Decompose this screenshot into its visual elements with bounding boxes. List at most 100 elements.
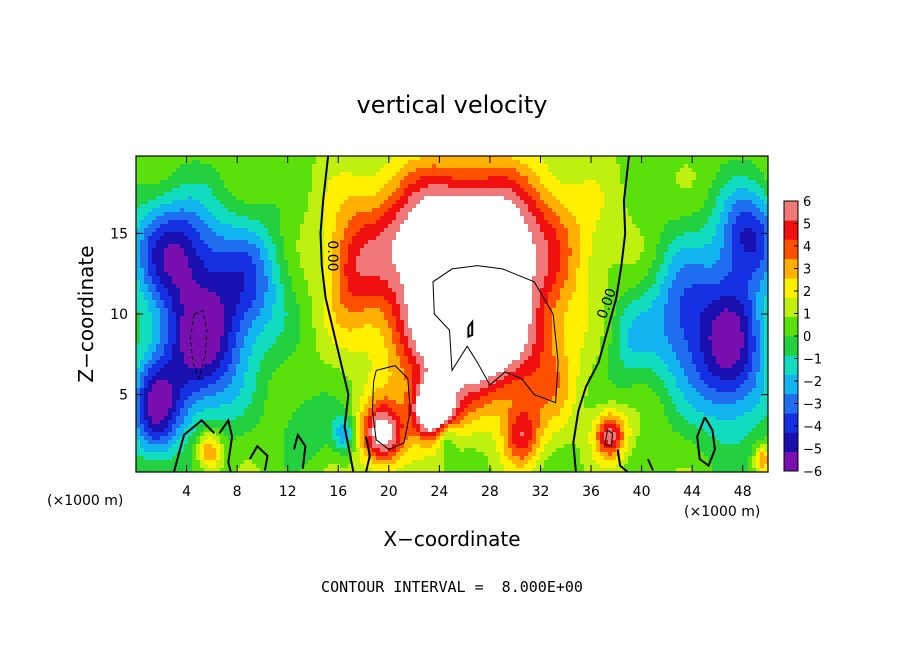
heatmap-cell xyxy=(176,168,181,173)
heatmap-cell xyxy=(352,176,357,181)
heatmap-cell xyxy=(648,156,653,161)
heatmap-cell xyxy=(764,224,768,229)
heatmap-cell xyxy=(192,184,197,189)
heatmap-cell xyxy=(488,256,493,261)
heatmap-cell xyxy=(480,192,485,197)
heatmap-cell xyxy=(392,272,397,277)
heatmap-cell xyxy=(600,220,605,225)
heatmap-cell xyxy=(416,248,421,253)
heatmap-cell xyxy=(184,192,189,197)
heatmap-cell xyxy=(476,228,481,233)
heatmap-cell xyxy=(196,176,201,181)
heatmap-cell xyxy=(172,252,177,257)
heatmap-cell xyxy=(208,220,213,225)
heatmap-cell xyxy=(320,224,325,229)
heatmap-cell xyxy=(500,164,505,169)
heatmap-cell xyxy=(540,176,545,181)
heatmap-cell xyxy=(588,180,593,185)
heatmap-cell xyxy=(352,232,357,237)
heatmap-cell xyxy=(676,276,681,281)
heatmap-cell xyxy=(404,220,409,225)
heatmap-cell xyxy=(260,244,265,249)
heatmap-cell xyxy=(660,192,665,197)
heatmap-cell xyxy=(172,188,177,193)
heatmap-cell xyxy=(692,180,697,185)
heatmap-cell xyxy=(496,280,501,285)
heatmap-cell xyxy=(276,232,281,237)
heatmap-cell xyxy=(588,268,593,273)
heatmap-cell xyxy=(624,232,629,237)
heatmap-cell xyxy=(404,240,409,245)
heatmap-cell xyxy=(516,236,521,241)
heatmap-cell xyxy=(672,252,677,257)
heatmap-cell xyxy=(508,228,513,233)
heatmap-cell xyxy=(188,248,193,253)
heatmap-cell xyxy=(196,232,201,237)
heatmap-cell xyxy=(300,160,305,165)
heatmap-cell xyxy=(744,160,749,165)
heatmap-cell xyxy=(380,192,385,197)
heatmap-cell xyxy=(564,184,569,189)
heatmap-cell xyxy=(596,256,601,261)
heatmap-cell xyxy=(524,196,529,201)
heatmap-cell xyxy=(424,268,429,273)
heatmap-cell xyxy=(380,188,385,193)
heatmap-cell xyxy=(756,212,761,217)
heatmap-cell xyxy=(704,248,709,253)
heatmap-cell xyxy=(736,172,741,177)
heatmap-cell xyxy=(212,176,217,181)
heatmap-cell xyxy=(148,192,153,197)
heatmap-cell xyxy=(700,272,705,277)
heatmap-cell xyxy=(348,184,353,189)
heatmap-cell xyxy=(264,204,269,209)
heatmap-cell xyxy=(576,212,581,217)
heatmap-cell xyxy=(328,204,333,209)
heatmap-cell xyxy=(416,188,421,193)
heatmap-cell xyxy=(424,224,429,229)
heatmap-cell xyxy=(760,264,765,269)
heatmap-cell xyxy=(420,228,425,233)
heatmap-cell xyxy=(632,188,637,193)
heatmap-cell xyxy=(160,212,165,217)
heatmap-cell xyxy=(588,252,593,257)
heatmap-cell xyxy=(180,248,185,253)
heatmap-cell xyxy=(556,244,561,249)
heatmap-cell xyxy=(760,272,765,277)
heatmap-cell xyxy=(272,208,277,213)
heatmap-cell xyxy=(288,208,293,213)
heatmap-cell xyxy=(680,196,685,201)
heatmap-cell xyxy=(208,244,213,249)
heatmap-cell xyxy=(216,228,221,233)
heatmap-cell xyxy=(204,200,209,205)
heatmap-cell xyxy=(564,160,569,165)
heatmap-cell xyxy=(604,276,609,281)
heatmap-cell xyxy=(216,232,221,237)
heatmap-cell xyxy=(248,248,253,253)
heatmap-cell xyxy=(272,268,277,273)
heatmap-cell xyxy=(356,236,361,241)
heatmap-cell xyxy=(532,176,537,181)
heatmap-cell xyxy=(328,252,333,257)
heatmap-cell xyxy=(584,216,589,221)
heatmap-cell xyxy=(356,176,361,181)
heatmap-cell xyxy=(228,188,233,193)
heatmap-cell xyxy=(216,224,221,229)
heatmap-cell xyxy=(468,208,473,213)
heatmap-cell xyxy=(484,252,489,257)
heatmap-cell xyxy=(604,216,609,221)
heatmap-cell xyxy=(188,224,193,229)
heatmap-cell xyxy=(412,176,417,181)
heatmap-cell xyxy=(204,260,209,265)
heatmap-cell xyxy=(256,220,261,225)
heatmap-cell xyxy=(708,228,713,233)
heatmap-cell xyxy=(540,236,545,241)
heatmap-cell xyxy=(484,176,489,181)
heatmap-cell xyxy=(328,184,333,189)
heatmap-cell xyxy=(160,248,165,253)
heatmap-cell xyxy=(588,204,593,209)
heatmap-cell xyxy=(316,236,321,241)
heatmap-cell xyxy=(592,208,597,213)
heatmap-cell xyxy=(696,208,701,213)
heatmap-cell xyxy=(336,256,341,261)
heatmap-cell xyxy=(180,208,185,213)
